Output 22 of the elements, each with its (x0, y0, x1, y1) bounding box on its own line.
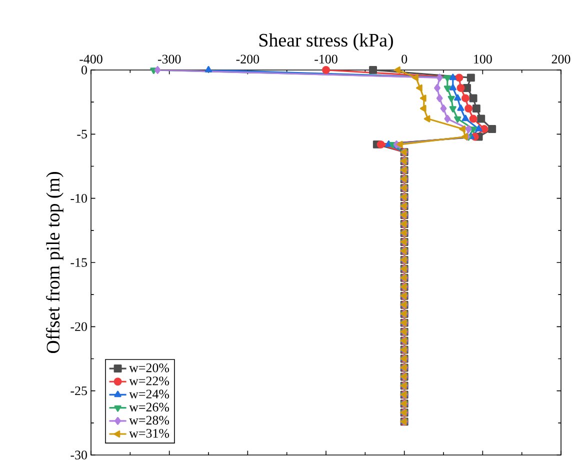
x-tick-label: -300 (158, 54, 181, 64)
legend-label: w=31% (129, 428, 170, 438)
y-tick-label: -30 (70, 450, 87, 460)
x-axis-title: Shear stress (kPa) (259, 33, 393, 50)
x-tick-label: 100 (474, 54, 492, 64)
y-axis-title: Offset from pile top (m) (46, 172, 64, 354)
y-tick-label: -20 (70, 322, 87, 332)
legend-label: w=28% (129, 416, 170, 425)
legend-label: w=26% (129, 402, 170, 412)
x-tick-label: -100 (314, 54, 338, 64)
y-tick-label: -10 (70, 194, 87, 203)
y-tick-label: -25 (70, 386, 87, 396)
x-tick-label: -400 (80, 54, 102, 64)
x-tick-label: 200 (552, 54, 570, 64)
y-tick-label: 0 (82, 66, 87, 74)
x-tick-label: -200 (236, 54, 260, 64)
legend-label: w=20% (129, 363, 170, 372)
legend-label: w=24% (129, 390, 170, 398)
x-tick-label: 0 (402, 54, 408, 64)
y-tick-label: -5 (77, 130, 87, 138)
legend-label: w=22% (129, 376, 170, 386)
y-tick-label: -15 (70, 258, 87, 267)
